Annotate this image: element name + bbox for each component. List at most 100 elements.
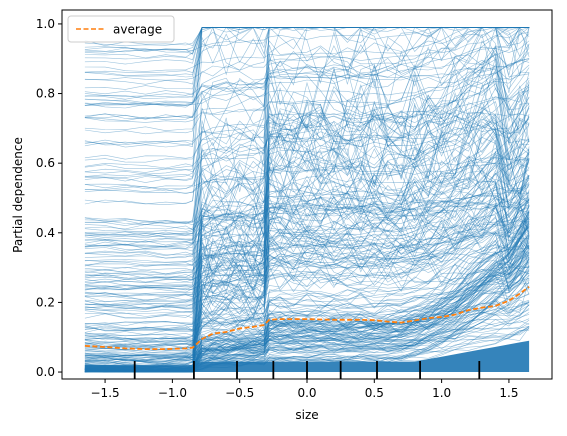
ice-line xyxy=(84,63,530,241)
ice-line xyxy=(84,207,530,294)
ice-line xyxy=(84,329,530,359)
ice-line xyxy=(84,27,530,132)
legend-label-average: average xyxy=(113,23,162,37)
ice-line xyxy=(84,27,530,81)
y-tick-label: 0.4 xyxy=(36,226,55,240)
ice-line xyxy=(84,246,530,359)
ice-line xyxy=(84,97,530,259)
ice-line xyxy=(84,211,530,279)
ice-line xyxy=(84,27,530,97)
ice-line xyxy=(84,175,530,308)
ice-line xyxy=(84,26,530,243)
ice-line xyxy=(84,27,530,85)
ice-line xyxy=(84,166,530,331)
ice-line xyxy=(84,196,530,300)
y-tick-label: 1.0 xyxy=(36,17,55,31)
x-axis-ticks: −1.5 −1.0 −0.5 0.0 0.5 1.0 1.5 xyxy=(91,379,518,400)
ice-line xyxy=(84,80,530,309)
ice-line xyxy=(84,85,530,169)
ice-line xyxy=(84,52,530,310)
ice-line xyxy=(84,27,530,55)
ice-line xyxy=(84,27,530,77)
ice-line xyxy=(84,34,530,362)
ice-line xyxy=(84,115,530,306)
ice-line xyxy=(84,117,530,183)
ice-line xyxy=(84,163,530,276)
ice-line xyxy=(84,90,530,146)
ice-line xyxy=(84,139,530,333)
ice-line xyxy=(84,56,530,359)
x-tick-label: −0.5 xyxy=(225,386,254,400)
ice-lines xyxy=(84,26,530,373)
ice-line xyxy=(84,103,530,226)
ice-line xyxy=(84,140,530,279)
ice-line xyxy=(84,285,530,362)
ice-line xyxy=(84,44,530,224)
ice-line xyxy=(84,156,530,194)
ice-line xyxy=(84,52,530,106)
ice-line xyxy=(84,242,530,362)
ice-line xyxy=(84,261,530,350)
ice-line xyxy=(84,27,530,163)
ice-line xyxy=(84,302,530,352)
ice-line xyxy=(84,27,530,289)
ice-line xyxy=(84,318,530,362)
ice-line xyxy=(84,27,530,51)
ice-line xyxy=(84,118,530,230)
ice-line xyxy=(84,213,530,332)
ice-line xyxy=(84,27,530,95)
ice-line xyxy=(84,322,530,362)
ice-line xyxy=(84,27,530,119)
ice-line xyxy=(84,71,530,145)
ice-line xyxy=(84,159,530,309)
ice-line xyxy=(84,27,530,178)
ice-line xyxy=(84,197,530,349)
ice-line xyxy=(84,107,530,246)
ice-line xyxy=(84,148,530,192)
ice-line xyxy=(84,64,530,190)
ice-line xyxy=(84,26,530,206)
ice-line xyxy=(84,112,530,275)
ice-line xyxy=(84,26,530,205)
ice-line xyxy=(84,27,530,256)
ice-line xyxy=(84,27,530,78)
ice-line xyxy=(84,183,530,361)
ice-line xyxy=(84,204,530,240)
ice-line xyxy=(84,169,530,314)
ice-line xyxy=(84,159,530,303)
ice-line xyxy=(84,180,530,239)
x-axis-label: size xyxy=(295,408,318,422)
ice-line xyxy=(84,287,530,364)
ice-line xyxy=(84,40,530,326)
ice-line xyxy=(84,27,530,73)
ice-line xyxy=(84,27,530,248)
ice-line xyxy=(84,106,530,263)
ice-line xyxy=(84,199,530,338)
ice-line xyxy=(84,256,530,340)
ice-line xyxy=(84,155,530,297)
ice-line xyxy=(84,67,530,195)
ice-line xyxy=(84,234,530,364)
ice-line xyxy=(84,122,530,362)
ice-line xyxy=(84,180,530,360)
ice-line xyxy=(84,33,530,106)
ice-line xyxy=(84,201,530,305)
ice-line xyxy=(84,68,530,122)
ice-line xyxy=(84,27,530,61)
ice-line xyxy=(84,206,530,290)
ice-line xyxy=(84,26,530,329)
ice-line xyxy=(84,169,530,366)
ice-line xyxy=(84,212,530,358)
ice-line xyxy=(84,124,530,247)
ice-line xyxy=(84,206,530,345)
ice-line xyxy=(84,26,530,182)
ice-line xyxy=(84,304,530,357)
average-line-group xyxy=(84,286,530,351)
ice-line xyxy=(84,27,530,55)
ice-line xyxy=(84,191,530,269)
ice-line xyxy=(84,27,530,47)
ice-line xyxy=(84,26,530,170)
ice-line xyxy=(84,119,530,250)
y-tick-label: 0.0 xyxy=(36,365,55,379)
ice-line xyxy=(84,121,530,352)
